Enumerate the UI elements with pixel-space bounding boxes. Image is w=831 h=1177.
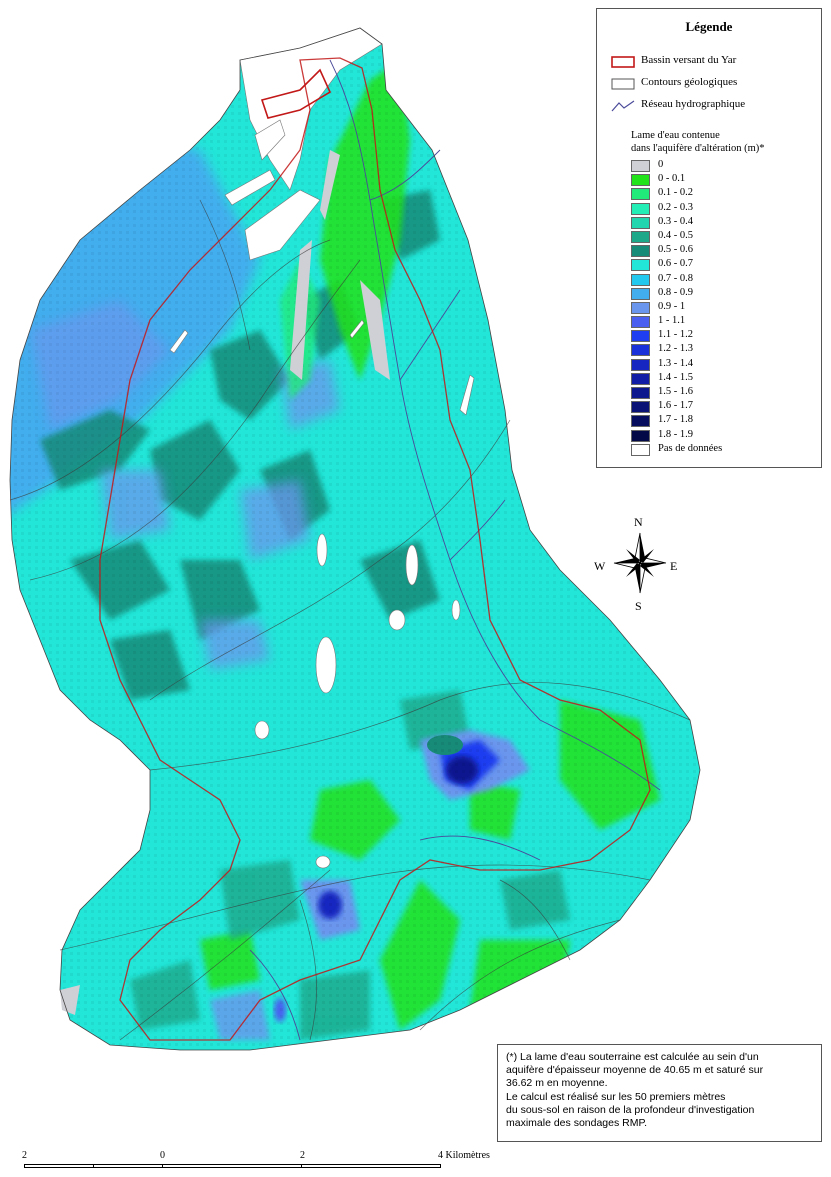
legend-subtitle: Lame d'eau contenue dans l'aquifère d'al… — [631, 129, 765, 155]
legend: Légende Bassin versant du Yar Contours g… — [596, 8, 822, 468]
legend-class-label: 0 - 0.1 — [658, 173, 686, 185]
legend-item-label: Contours géologiques — [641, 76, 738, 88]
compass-north: N — [634, 515, 643, 529]
legend-class-swatch — [631, 358, 650, 371]
legend-class-row: 0.7 - 0.8 — [631, 273, 817, 287]
legend-class-label: 1.5 - 1.6 — [658, 386, 693, 397]
legend-subtitle-line: Lame d'eau contenue — [631, 130, 720, 141]
legend-class-row: Pas de données — [631, 443, 817, 457]
legend-class-label: 0.3 - 0.4 — [658, 215, 693, 227]
scale-label: 4 Kilomètres — [438, 1150, 490, 1161]
legend-class-row: 0 — [631, 159, 817, 173]
legend-class-row: 0.3 - 0.4 — [631, 216, 817, 230]
scale-label: 2 — [22, 1150, 27, 1161]
scale-bar: 2 0 2 4 Kilomètres — [14, 1150, 534, 1174]
scale-segment — [301, 1164, 441, 1168]
legend-class-swatch — [631, 188, 650, 201]
legend-class-swatch — [631, 344, 650, 357]
legend-class-swatch — [631, 387, 650, 399]
compass-rose: N S E W — [594, 515, 684, 615]
legend-class-swatch — [631, 443, 650, 456]
legend-class-label: 1.2 - 1.3 — [658, 343, 693, 355]
footnote-box: (*) La lame d'eau souterraine est calcul… — [497, 1044, 822, 1142]
legend-class-row: 1.1 - 1.2 — [631, 329, 817, 343]
legend-class-label: 1.8 - 1.9 — [658, 428, 693, 440]
legend-class-swatch — [631, 245, 650, 258]
scale-label: 2 — [300, 1150, 305, 1161]
legend-class-label: 1 - 1.1 — [658, 315, 686, 327]
scale-segment — [162, 1164, 302, 1168]
river-line-symbol-icon — [611, 100, 635, 112]
legend-class-swatch — [631, 301, 650, 314]
legend-class-label: 0 — [658, 159, 664, 170]
scale-segment — [93, 1164, 163, 1168]
legend-class-swatch — [631, 372, 650, 385]
legend-class-row: 0.2 - 0.3 — [631, 202, 817, 216]
legend-class-row: 0.5 - 0.6 — [631, 244, 817, 258]
legend-title: Légende — [685, 19, 733, 34]
legend-class-row: 0.1 - 0.2 — [631, 187, 817, 201]
legend-class-label: 0.6 - 0.7 — [658, 258, 693, 270]
legend-class-label: 1.1 - 1.2 — [658, 329, 693, 341]
legend-item-label: Réseau hydrographique — [641, 98, 746, 110]
footnote-line: (*) La lame d'eau souterraine est calcul… — [506, 1051, 759, 1063]
legend-class-swatch — [631, 230, 650, 243]
footnote-line: aquifère d'épaisseur moyenne de 40.65 m … — [506, 1064, 764, 1077]
legend-class-label: 0.5 - 0.6 — [658, 244, 693, 256]
legend-class-label: 1.6 - 1.7 — [658, 400, 693, 412]
legend-class-swatch — [631, 401, 650, 414]
legend-class-row: 0.4 - 0.5 — [631, 230, 817, 244]
compass-east: E — [670, 559, 678, 573]
legend-class-swatch — [631, 174, 650, 187]
legend-class-label: 1.7 - 1.8 — [658, 414, 693, 426]
footnote-line: maximale des sondages RMP. — [506, 1117, 648, 1130]
scale-segment — [24, 1164, 94, 1168]
legend-class-row: 0.6 - 0.7 — [631, 258, 817, 272]
footnote-line: du sous-sol en raison de la profondeur d… — [506, 1103, 755, 1116]
legend-class-swatch — [631, 429, 650, 442]
legend-class-row: 0.9 - 1 — [631, 301, 817, 315]
legend-class-row: 1.3 - 1.4 — [631, 358, 817, 372]
legend-class-row: 1.6 - 1.7 — [631, 400, 817, 414]
legend-classes: 0 0 - 0.1 0.1 - 0.2 0.2 - 0.3 0.3 - 0.4 0.4 -… — [631, 159, 817, 457]
watershed-boundary — [260, 68, 332, 119]
legend-class-label: 1.4 - 1.5 — [658, 371, 693, 383]
legend-class-row: 0 - 0.1 — [631, 173, 817, 187]
legend-class-swatch — [631, 273, 650, 286]
legend-item-label: Bassin versant du Yar — [641, 54, 737, 66]
legend-class-label: 0.2 - 0.3 — [658, 201, 693, 213]
legend-class-swatch — [631, 287, 650, 300]
watershed-symbol-icon — [611, 56, 635, 68]
compass-west: W — [594, 559, 606, 573]
legend-class-label: 0.8 - 0.9 — [658, 286, 693, 298]
legend-class-swatch — [631, 259, 650, 272]
legend-class-swatch — [631, 202, 650, 215]
compass-south: S — [635, 599, 642, 613]
legend-class-row: 1.2 - 1.3 — [631, 343, 817, 357]
legend-class-label: Pas de données — [658, 442, 723, 454]
legend-class-swatch — [631, 316, 650, 329]
compass-star-icon — [613, 532, 667, 594]
footnote-line: Le calcul est réalisé sur les 50 premier… — [506, 1090, 726, 1103]
legend-class-label: 0.1 - 0.2 — [658, 187, 693, 199]
legend-class-label: 0.7 - 0.8 — [658, 272, 693, 284]
legend-class-swatch — [631, 330, 650, 343]
legend-class-row: 1.5 - 1.6 — [631, 386, 817, 400]
legend-class-row: 1.7 - 1.8 — [631, 414, 817, 428]
legend-class-label: 1.3 - 1.4 — [658, 357, 693, 369]
scale-label: 0 — [160, 1150, 165, 1161]
legend-class-row: 1 - 1.1 — [631, 315, 817, 329]
legend-class-swatch — [631, 160, 650, 172]
legend-class-label: 0.9 - 1 — [658, 300, 686, 312]
legend-class-swatch — [631, 216, 650, 229]
legend-class-swatch — [631, 415, 650, 428]
legend-class-row: 0.8 - 0.9 — [631, 287, 817, 301]
legend-class-row: 1.8 - 1.9 — [631, 429, 817, 443]
legend-class-row: 1.4 - 1.5 — [631, 372, 817, 386]
geology-contour-symbol-icon — [611, 78, 635, 90]
footnote-line: 36.62 m en moyenne. — [506, 1077, 608, 1090]
legend-subtitle-line: dans l'aquifère d'altération (m)* — [631, 143, 765, 154]
legend-class-label: 0.4 - 0.5 — [658, 229, 693, 241]
